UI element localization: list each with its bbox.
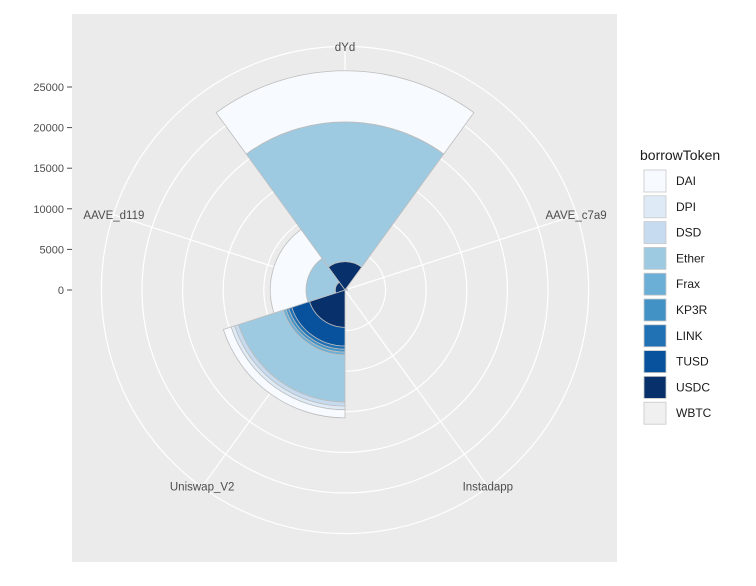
category-labels: dYd AAVE_c7a9 Instadapp Uniswap_V2 AAVE_d119: [83, 42, 606, 494]
legend-key-KP3R: [643, 298, 667, 322]
legend-key-TUSD: [643, 350, 667, 374]
bar-segment-dYd-DAI: [215, 70, 475, 155]
category-label-dYd: dYd: [335, 42, 355, 54]
category-label-Instadapp: Instadapp: [463, 482, 514, 494]
legend-label-TUSD: TUSD: [676, 355, 709, 369]
legend-label-DAI: DAI: [676, 174, 696, 188]
bars: [215, 70, 475, 419]
legend-key-DAI: [643, 169, 667, 193]
legend-key-WBTC: [643, 401, 667, 425]
legend-key-Ether: [643, 246, 667, 270]
legend-label-LINK: LINK: [676, 329, 703, 343]
y-tick-label: 20000: [33, 123, 64, 135]
bar-segment-AAVE_d119-DAI: [269, 229, 323, 314]
legend-key-DSD: [643, 221, 667, 245]
category-label-AAVE_c7a9: AAVE_c7a9: [546, 210, 607, 222]
category-label-Uniswap_V2: Uniswap_V2: [170, 482, 235, 494]
y-tick-label: 0: [58, 285, 64, 297]
grid-spoke: [344, 214, 577, 291]
grid-ring: [100, 45, 590, 535]
legend-label-DPI: DPI: [676, 200, 696, 214]
legend-key-Frax: [643, 272, 667, 296]
legend-key-LINK: [643, 324, 667, 348]
bar-segment-AAVE_c7a9-Ether: [344, 287, 348, 292]
legend-label-WBTC: WBTC: [676, 406, 712, 420]
y-tick-label: 25000: [33, 82, 64, 94]
category-label-AAVE_d119: AAVE_d119: [83, 210, 144, 222]
y-tick-label: 5000: [40, 244, 64, 256]
legend-title: borrowToken: [640, 147, 720, 163]
grid-spoke: [344, 289, 489, 488]
legend-label-Frax: Frax: [676, 277, 700, 291]
legend-label-Ether: Ether: [676, 251, 705, 265]
legend-key-USDC: [643, 375, 667, 399]
legend: borrowToken DAI DPI DSD Ether Frax KP3R LINK TU…: [640, 147, 720, 425]
y-tick-label: 10000: [33, 204, 64, 216]
legend-label-KP3R: KP3R: [676, 303, 708, 317]
legend-key-DPI: [643, 195, 667, 219]
bar-segment-Uniswap_V2-DAI: [222, 326, 346, 419]
y-axis: 0 5000 10000 15000 20000 25000: [33, 82, 72, 297]
legend-label-USDC: USDC: [676, 380, 710, 394]
legend-label-DSD: DSD: [676, 226, 702, 240]
y-tick-label: 15000: [33, 163, 64, 175]
